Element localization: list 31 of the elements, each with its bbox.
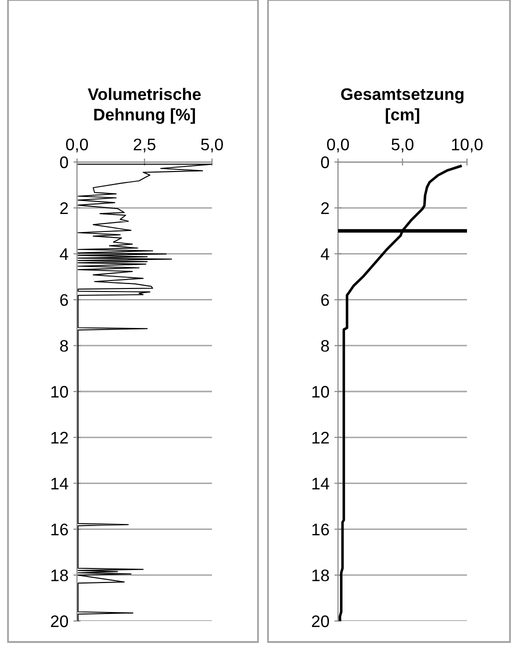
y-tick-label: 12 — [51, 432, 68, 444]
y-tick-label: 6 — [60, 294, 68, 306]
y-tick-label: 16 — [51, 524, 68, 536]
x-tick-label: 5,0 — [392, 138, 414, 152]
x-tick-label: 0,0 — [66, 138, 88, 152]
y-tick-label: 14 — [51, 478, 68, 490]
y-tick-label: 8 — [60, 340, 68, 352]
y-tick-label: 0 — [321, 156, 330, 168]
y-tick-label: 2 — [321, 202, 329, 214]
y-tick-label: 6 — [321, 294, 329, 306]
y-tick-label: 10 — [312, 386, 330, 398]
y-tick-label: 12 — [312, 432, 329, 444]
y-tick-label: 16 — [312, 524, 329, 536]
x-tick-label: 5,0 — [201, 138, 223, 152]
y-tick-label: 18 — [312, 570, 329, 582]
y-tick-label: 20 — [50, 615, 68, 628]
y-tick-label: 4 — [60, 248, 68, 260]
chart-title: Gesamtsetzung [cm] — [341, 88, 464, 124]
x-tick-label: 2,5 — [134, 138, 156, 152]
x-tick-label: 10,0 — [452, 138, 483, 152]
y-tick-label: 10 — [51, 386, 68, 398]
y-tick-label: 4 — [320, 248, 330, 260]
chart-title: Volumetrische Dehnung [%] — [88, 88, 201, 124]
y-tick-label: 14 — [312, 478, 330, 490]
y-tick-label: 0 — [60, 156, 68, 168]
y-tick-label: 20 — [312, 615, 330, 628]
y-tick-label: 2 — [60, 202, 68, 214]
line-series — [78, 164, 212, 621]
x-tick-label: 0,0 — [327, 138, 349, 152]
y-tick-label: 18 — [51, 570, 68, 582]
y-tick-label: 8 — [321, 340, 329, 352]
